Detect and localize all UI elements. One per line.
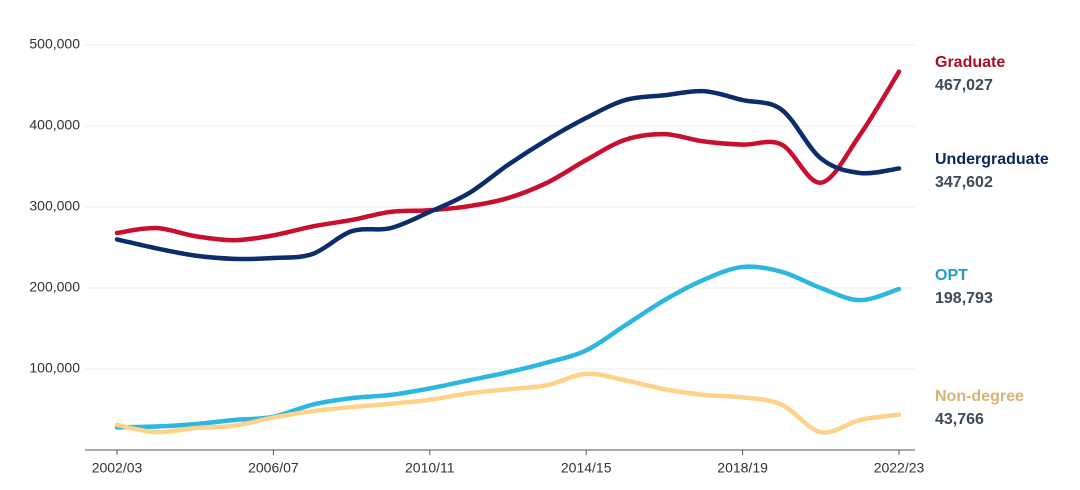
x-tick-label: 2018/19 xyxy=(717,460,768,476)
legend-label: OPT xyxy=(935,267,968,284)
x-tick-label: 2014/15 xyxy=(561,460,612,476)
y-tick-label: 400,000 xyxy=(29,117,80,133)
legend-label: Non-degree xyxy=(935,388,1024,405)
legend-label: Graduate xyxy=(935,54,1005,71)
x-tick-label: 2010/11 xyxy=(405,460,455,476)
end-value-label: 43,766 xyxy=(935,411,984,428)
end-value-label: 347,602 xyxy=(935,174,993,191)
series-line xyxy=(114,69,902,243)
x-tick-label: 2002/03 xyxy=(92,460,143,476)
legend-label: Undergraduate xyxy=(935,151,1049,168)
y-tick-label: 500,000 xyxy=(29,36,80,52)
y-tick-label: 100,000 xyxy=(29,360,80,376)
series-line xyxy=(114,88,902,262)
end-value-label: 467,027 xyxy=(935,77,993,94)
y-tick-label: 300,000 xyxy=(29,198,80,214)
x-tick-label: 2022/23 xyxy=(874,460,925,476)
series-line xyxy=(114,264,902,430)
series-line xyxy=(114,371,902,435)
y-tick-label: 200,000 xyxy=(29,279,80,295)
end-value-label: 198,793 xyxy=(935,290,993,307)
x-tick-label: 2006/07 xyxy=(248,460,299,476)
